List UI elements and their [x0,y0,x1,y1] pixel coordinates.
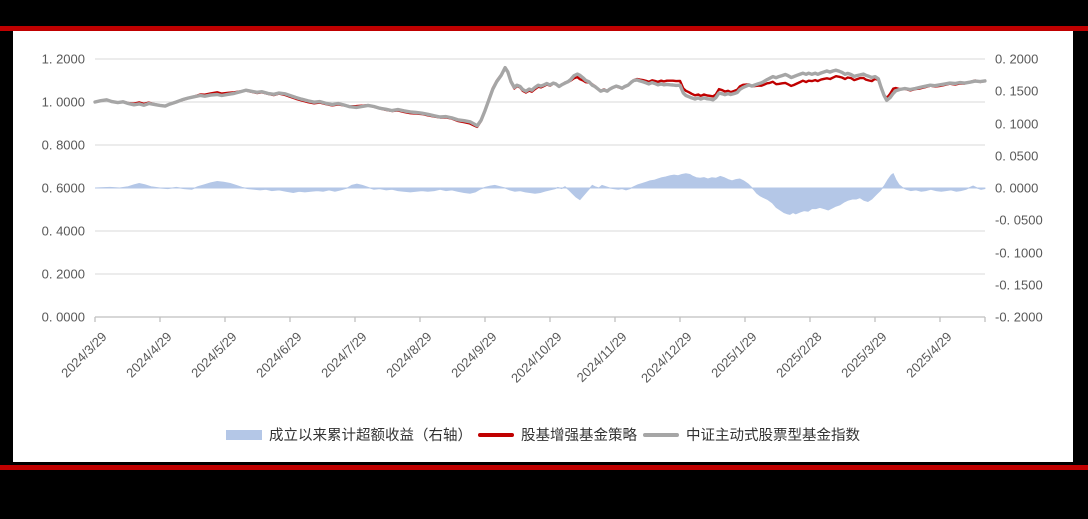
left-axis-tick-label: 0. 8000 [41,137,85,153]
left-axis-tick-label: 0. 4000 [41,223,85,239]
legend-label-strategy: 股基增强基金策略 [521,428,637,444]
legend-label-index: 中证主动式股票型基金指数 [686,428,860,444]
top-red-rule [0,26,1088,31]
left-axis-tick-label: 0. 2000 [41,266,85,282]
strategy-line-swatch-icon [478,432,514,437]
right-axis-tick-label: -0. 2000 [995,309,1043,325]
bottom-red-rule [0,465,1088,470]
right-axis-tick-label: 0. 1000 [995,116,1039,131]
legend-label-excess-return: 成立以来累计超额收益（右轴） [269,428,472,444]
right-axis-tick-label: 0. 2000 [995,51,1039,67]
chart-panel: 1. 2000 1. 0000 0. 8000 0. 6000 0. 4000 0. 20… [13,31,1073,462]
legend-item-excess-return: 成立以来累计超额收益（右轴） [226,424,472,445]
legend-item-index: 中证主动式股票型基金指数 [643,424,860,445]
excess-return-area-swatch-icon [226,429,262,440]
index-line-swatch-icon [643,432,679,437]
right-axis-tick-label: -0. 0500 [995,212,1043,228]
left-axis-tick-label: 0. 6000 [41,180,85,196]
left-axis-tick-label: 1. 2000 [41,51,85,67]
right-axis-tick-label: 0. 0500 [995,148,1039,164]
legend: 成立以来累计超额收益（右轴） 股基增强基金策略 中证主动式股票型基金指数 [13,424,1073,445]
legend-item-strategy: 股基增强基金策略 [478,424,637,445]
left-axis-tick-label: 1. 0000 [41,94,85,110]
right-axis-tick-label: 0. 0000 [995,180,1039,196]
right-axis-tick-label: -0. 1500 [995,277,1043,293]
right-axis-tick-label: -0. 1000 [995,245,1043,260]
left-axis-tick-label: 0. 0000 [41,309,85,325]
plot-area [93,58,987,322]
right-axis-tick-label: 0. 1500 [995,83,1039,99]
